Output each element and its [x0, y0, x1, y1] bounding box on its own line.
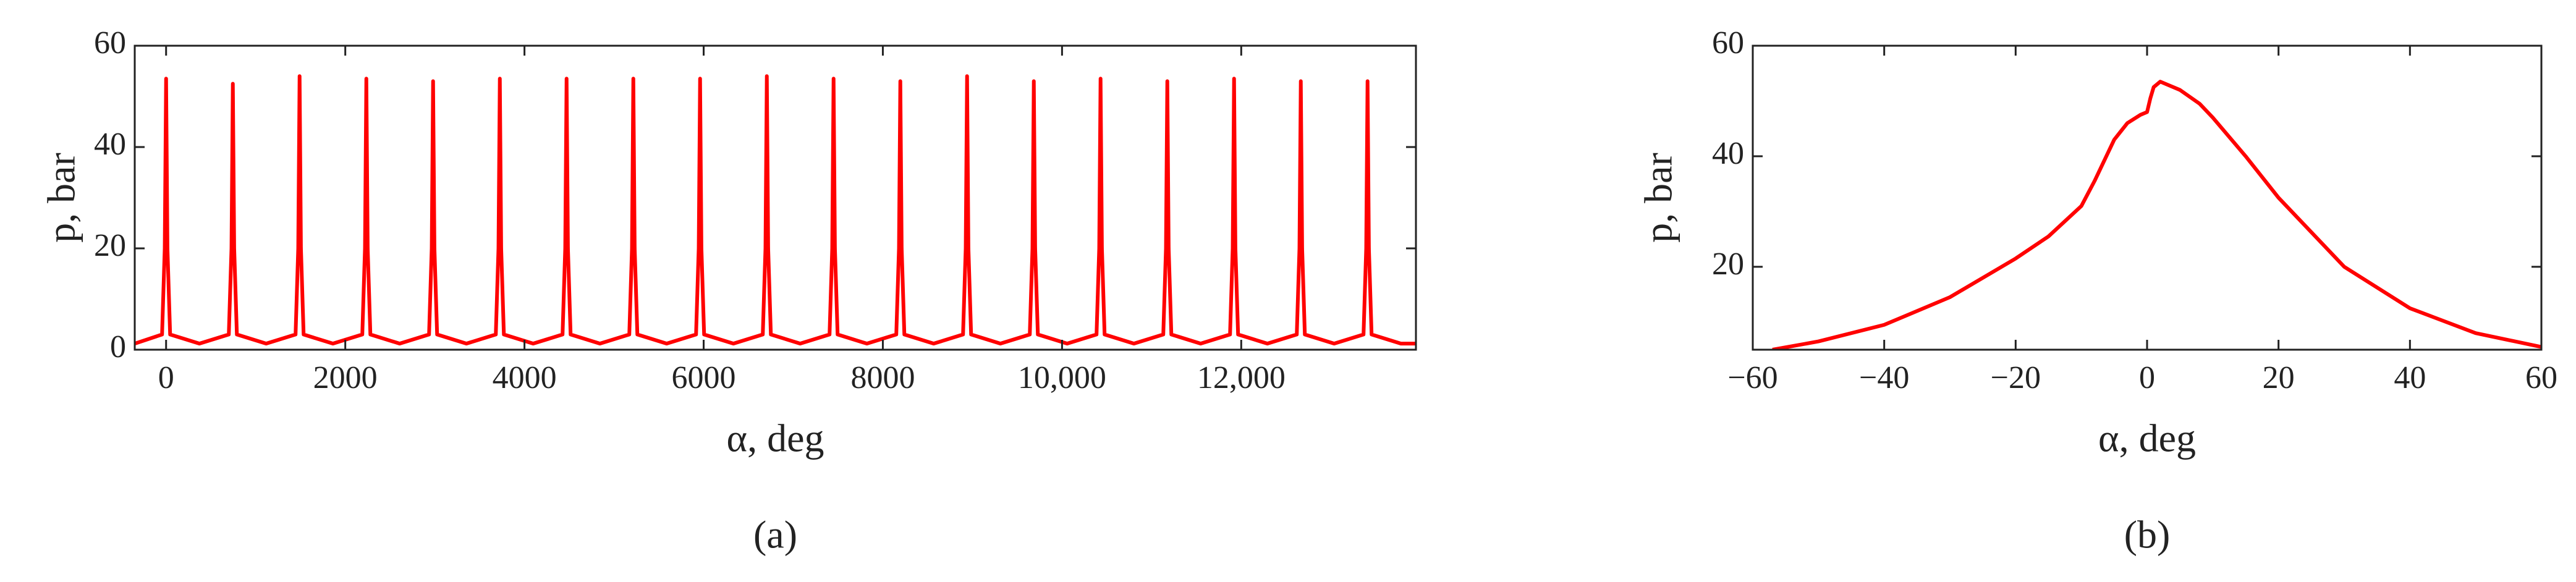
x-tick-label: 4000	[493, 360, 557, 395]
plot-frame	[133, 44, 1417, 351]
plot-clip-group	[135, 74, 1416, 346]
panel-label: (a)	[753, 513, 797, 557]
y-tick-label: 0	[110, 329, 126, 365]
x-tick-label: 2000	[313, 360, 378, 395]
y-tick-label: 20	[1712, 247, 1744, 282]
x-tick-label: 0	[158, 360, 174, 395]
x-tick-label: 60	[2525, 360, 2557, 395]
y-tick-label: 40	[94, 127, 126, 162]
data-line	[135, 74, 1416, 346]
y-axis-label: p, bar	[1637, 153, 1680, 243]
y-tick-label: 20	[94, 228, 126, 263]
x-tick-label: 0	[2139, 360, 2155, 395]
x-tick-label: −40	[1859, 360, 1909, 395]
y-tick-label: 60	[1712, 25, 1744, 61]
x-tick-label: −20	[1991, 360, 2041, 395]
x-axis-label: α, deg	[727, 416, 824, 460]
x-tick-label: −60	[1727, 360, 1777, 395]
x-tick-label: 12,000	[1197, 360, 1286, 395]
plot-clip-group	[1772, 80, 2541, 350]
y-tick-label: 40	[1712, 136, 1744, 171]
x-tick-label: 10,000	[1018, 360, 1106, 395]
y-axis-label: p, bar	[40, 153, 83, 243]
x-tick-label: 8000	[850, 360, 915, 395]
data-line	[1772, 80, 2541, 350]
y-tick-label: 60	[94, 25, 126, 61]
x-tick-label: 20	[2263, 360, 2295, 395]
panel-label: (b)	[2124, 513, 2171, 557]
x-tick-label: 40	[2394, 360, 2426, 395]
x-tick-label: 6000	[672, 360, 736, 395]
x-axis-label: α, deg	[2098, 416, 2196, 460]
plot-frame	[1752, 44, 2543, 351]
